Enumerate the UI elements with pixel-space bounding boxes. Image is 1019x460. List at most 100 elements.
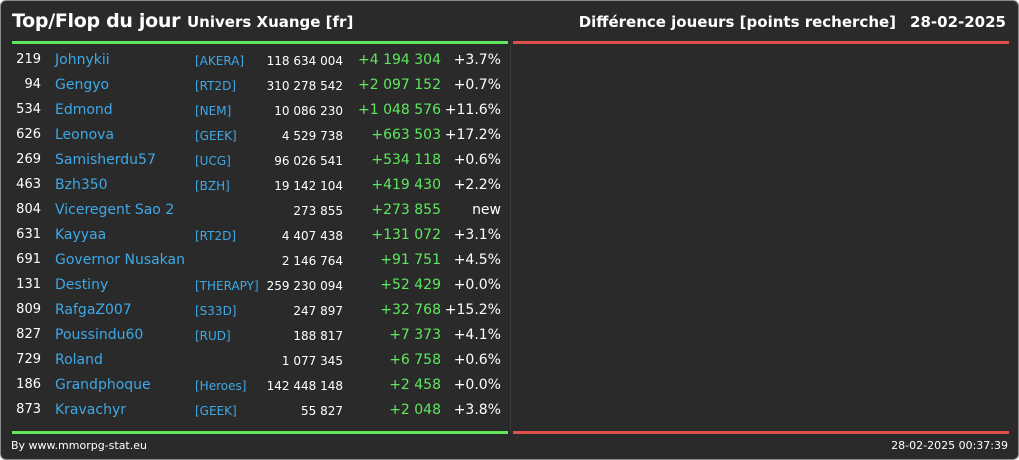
- player-rank: 219: [16, 52, 41, 67]
- points-difference: +7 373: [389, 327, 441, 343]
- percent-change: +4.5%: [453, 252, 501, 268]
- player-points: 96 026 541: [274, 154, 343, 168]
- points-difference: +131 072: [371, 227, 441, 243]
- points-difference: +273 855: [371, 202, 441, 218]
- table-row: 269 Samisherdu57 [UCG] 96 026 541 +534 118 +0…: [12, 148, 507, 173]
- alliance-tag-link[interactable]: [Heroes]: [195, 379, 247, 393]
- percent-change: +3.8%: [453, 402, 501, 418]
- column-separator: [510, 43, 511, 433]
- player-name-link[interactable]: Kravachyr: [55, 402, 126, 418]
- credit-link[interactable]: By www.mmorpg-stat.eu: [11, 439, 147, 452]
- panel-title: Top/Flop du jour: [12, 10, 181, 32]
- percent-change: +0.6%: [453, 152, 501, 168]
- player-points: 1 077 345: [281, 354, 343, 368]
- player-points: 142 448 148: [266, 379, 343, 393]
- player-name-link[interactable]: RafgaZ007: [55, 302, 132, 318]
- alliance-tag-link[interactable]: [GEEK]: [195, 404, 237, 418]
- table-row: 186 Grandphoque [Heroes] 142 448 148 +2 458 +…: [12, 373, 507, 398]
- player-name-link[interactable]: Destiny: [55, 277, 109, 293]
- player-points: 273 855: [293, 204, 343, 218]
- percent-change: +0.0%: [453, 377, 501, 393]
- points-difference: +32 768: [380, 302, 441, 318]
- player-name-link[interactable]: Kayyaa: [55, 227, 107, 243]
- percent-change: +0.0%: [453, 277, 501, 293]
- player-rank: 186: [16, 377, 41, 392]
- player-rank: 827: [16, 327, 41, 342]
- alliance-tag-link[interactable]: [BZH]: [195, 179, 230, 193]
- table-row: 873 Kravachyr [GEEK] 55 827 +2 048 +3.8%: [12, 398, 507, 423]
- percent-change: +0.7%: [453, 77, 501, 93]
- player-name-link[interactable]: Governor Nusakan: [55, 252, 185, 268]
- player-name-link[interactable]: Viceregent Sao 2: [55, 202, 175, 218]
- header-right: Différence joueurs [points recherche] 28-…: [579, 13, 1006, 31]
- bottom-green-divider: [12, 431, 508, 434]
- alliance-tag-link[interactable]: [RUD]: [195, 329, 231, 343]
- table-row: 219 Johnykii [AKERA] 118 634 004 +4 194 304 +…: [12, 48, 507, 73]
- player-name-link[interactable]: Grandphoque: [55, 377, 151, 393]
- player-rank: 534: [16, 102, 41, 117]
- percent-change: new: [472, 202, 501, 218]
- alliance-tag-link[interactable]: [NEM]: [195, 104, 232, 118]
- table-row: 691 Governor Nusakan 2 146 764 +91 751 +4.5%: [12, 248, 507, 273]
- top-red-divider: [513, 41, 1009, 44]
- player-name-link[interactable]: Roland: [55, 352, 103, 368]
- points-difference: +1 048 576: [358, 102, 441, 118]
- alliance-tag-link[interactable]: [THERAPY]: [195, 279, 259, 293]
- player-points: 2 146 764: [281, 254, 343, 268]
- alliance-tag-link[interactable]: [S33D]: [195, 304, 237, 318]
- bottom-red-divider: [513, 431, 1009, 434]
- player-rank: 463: [16, 177, 41, 192]
- player-name-link[interactable]: Poussindu60: [55, 327, 144, 343]
- points-difference: +2 048: [389, 402, 441, 418]
- player-points: 4 407 438: [281, 229, 343, 243]
- player-points: 55 827: [301, 404, 343, 418]
- alliance-tag-link[interactable]: [AKERA]: [195, 54, 245, 68]
- alliance-tag-link[interactable]: [RT2D]: [195, 79, 237, 93]
- table-row: 631 Kayyaa [RT2D] 4 407 438 +131 072 +3.1%: [12, 223, 507, 248]
- player-name-link[interactable]: Bzh350: [55, 177, 108, 193]
- player-rank: 873: [16, 402, 41, 417]
- table-row: 626 Leonova [GEEK] 4 529 738 +663 503 +17.2%: [12, 123, 507, 148]
- generated-timestamp: 28-02-2025 00:37:39: [891, 439, 1008, 452]
- percent-change: +17.2%: [444, 127, 501, 143]
- universe-label: Univers Xuange [fr]: [187, 13, 354, 31]
- percent-change: +0.6%: [453, 352, 501, 368]
- table-row: 729 Roland 1 077 345 +6 758 +0.6%: [12, 348, 507, 373]
- table-row: 827 Poussindu60 [RUD] 188 817 +7 373 +4.1%: [12, 323, 507, 348]
- metric-label: Différence joueurs [points recherche]: [578, 13, 897, 31]
- alliance-tag-link[interactable]: [UCG]: [195, 154, 231, 168]
- table-row: 804 Viceregent Sao 2 273 855 +273 855 new: [12, 198, 507, 223]
- points-difference: +4 194 304: [358, 52, 441, 68]
- player-rank: 804: [16, 202, 41, 217]
- points-difference: +2 097 152: [358, 77, 441, 93]
- percent-change: +15.2%: [444, 302, 501, 318]
- player-rank: 631: [16, 227, 41, 242]
- player-name-link[interactable]: Leonova: [55, 127, 115, 143]
- alliance-tag-link[interactable]: [GEEK]: [195, 129, 237, 143]
- player-name-link[interactable]: Samisherdu57: [55, 152, 156, 168]
- points-difference: +2 458: [389, 377, 441, 393]
- player-rank: 94: [24, 77, 41, 92]
- player-points: 19 142 104: [274, 179, 343, 193]
- percent-change: +3.1%: [453, 227, 501, 243]
- points-difference: +534 118: [371, 152, 441, 168]
- player-points: 118 634 004: [266, 54, 343, 68]
- player-name-link[interactable]: Johnykii: [55, 52, 110, 68]
- top-gainers-list: 219 Johnykii [AKERA] 118 634 004 +4 194 304 +…: [12, 48, 507, 423]
- table-row: 463 Bzh350 [BZH] 19 142 104 +419 430 +2.2%: [12, 173, 507, 198]
- player-points: 4 529 738: [281, 129, 343, 143]
- percent-change: +4.1%: [453, 327, 501, 343]
- header-date: 28-02-2025: [910, 13, 1006, 31]
- alliance-tag-link[interactable]: [RT2D]: [195, 229, 237, 243]
- player-points: 188 817: [293, 329, 343, 343]
- player-name-link[interactable]: Gengyo: [55, 77, 110, 93]
- points-difference: +6 758: [389, 352, 441, 368]
- points-difference: +419 430: [371, 177, 441, 193]
- percent-change: +3.7%: [453, 52, 501, 68]
- points-difference: +91 751: [380, 252, 441, 268]
- player-rank: 269: [16, 152, 41, 167]
- percent-change: +2.2%: [453, 177, 501, 193]
- table-row: 534 Edmond [NEM] 10 086 230 +1 048 576 +11.6%: [12, 98, 507, 123]
- player-name-link[interactable]: Edmond: [55, 102, 113, 118]
